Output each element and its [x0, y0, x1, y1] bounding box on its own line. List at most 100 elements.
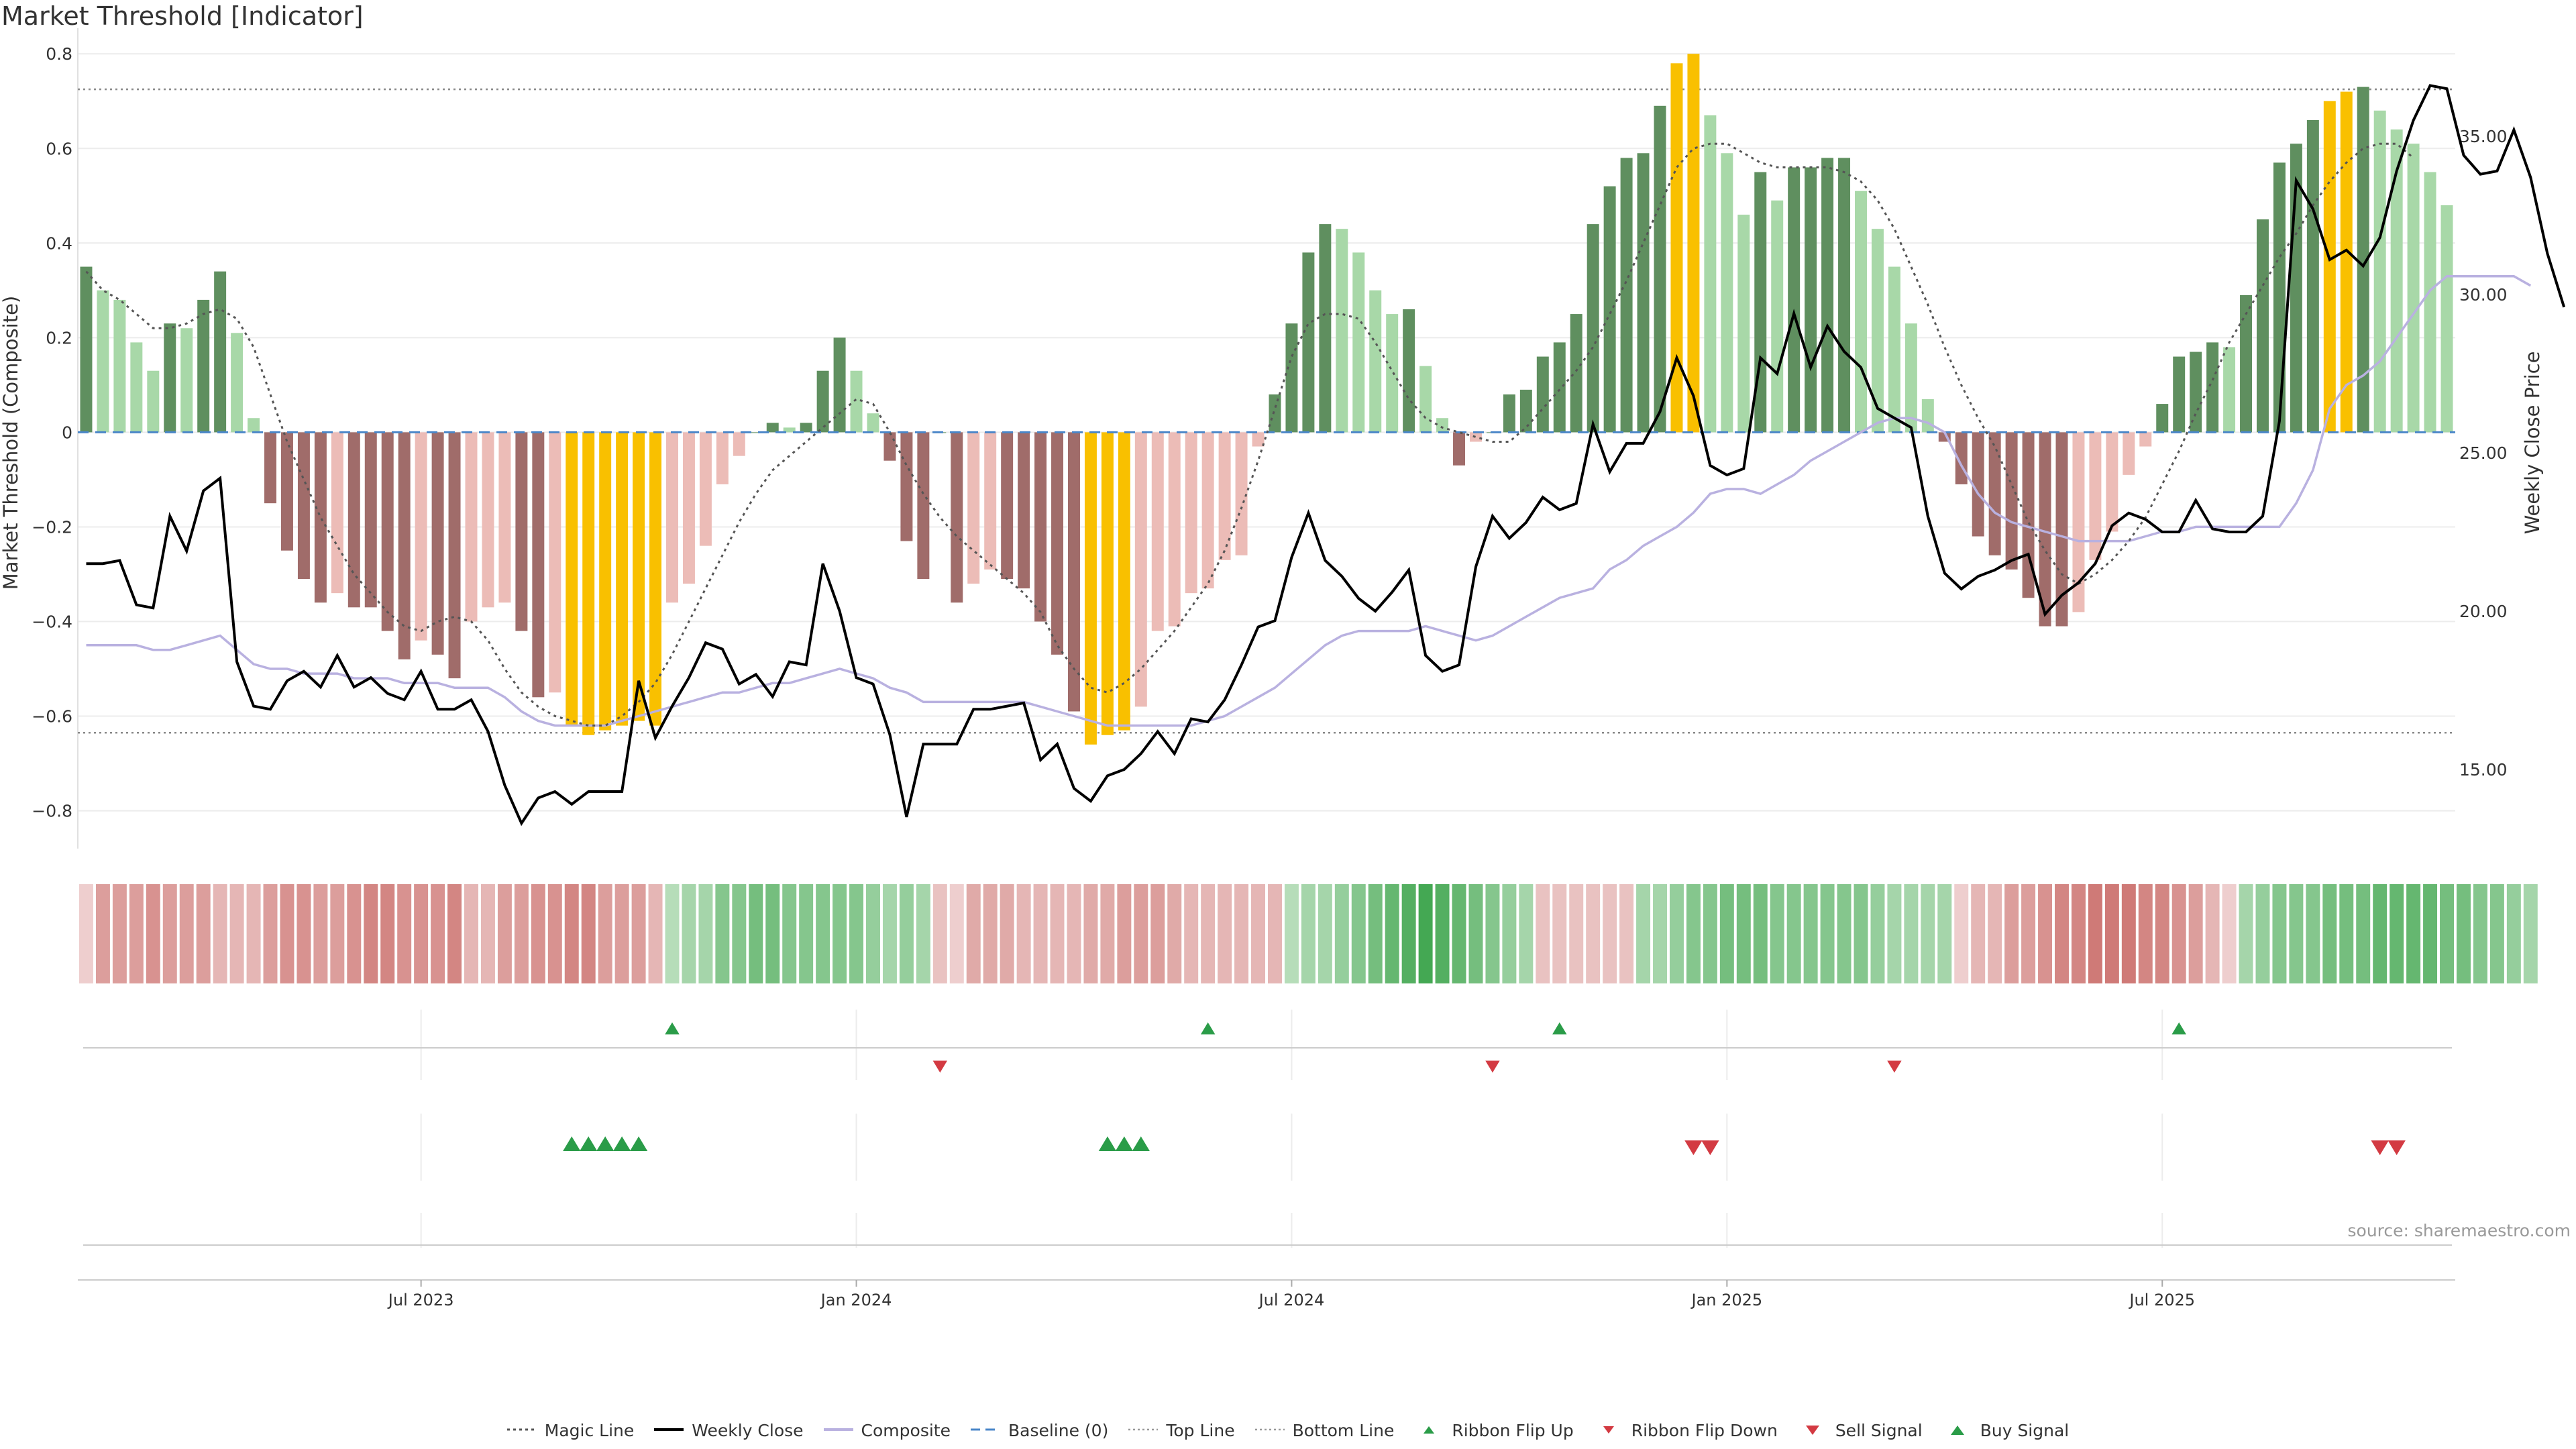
ribbon-cell: [1184, 884, 1199, 983]
composite-bar: [850, 370, 863, 433]
composite-bar: [2055, 432, 2068, 627]
composite-bar: [633, 432, 645, 721]
y-tick-label: 0: [62, 423, 72, 442]
ribbon-cell: [833, 884, 847, 983]
composite-bar: [1988, 432, 2001, 555]
buy-signal-marker: [1098, 1136, 1117, 1151]
ribbon-cell: [347, 884, 362, 983]
y2-tick-label: 15.00: [2459, 760, 2508, 780]
composite-bar: [1285, 323, 1298, 433]
ribbon-cell: [2055, 884, 2069, 983]
ribbon-cell: [280, 884, 294, 983]
buy-signal-marker: [580, 1136, 598, 1151]
solid-line-icon: [654, 1421, 684, 1440]
composite-bar: [582, 432, 595, 735]
composite-bar: [164, 323, 176, 433]
legend-label: Magic Line: [544, 1421, 635, 1440]
composite-bar: [1519, 389, 1532, 433]
composite-bar: [2206, 342, 2219, 433]
triangle-up-icon: [1943, 1421, 1972, 1440]
composite-bar: [1101, 432, 1114, 735]
source-note: source: sharemaestro.com: [2347, 1221, 2571, 1240]
y2-tick-label: 30.00: [2459, 285, 2508, 305]
composite-bar: [1018, 432, 1030, 589]
ribbon-cell: [765, 884, 780, 983]
ribbon-cell: [1117, 884, 1132, 983]
ribbon-cell: [1536, 884, 1550, 983]
ribbon-cell: [1653, 884, 1667, 983]
ribbon-cell: [1686, 884, 1701, 983]
ribbon-cell: [614, 884, 629, 983]
composite-bar: [1921, 399, 1934, 433]
ribbon-cell: [2071, 884, 2086, 983]
ribbon-cell: [1000, 884, 1014, 983]
weekly-close-line: [86, 84, 2566, 826]
ribbon-cell: [1485, 884, 1500, 983]
buy-signal-marker: [612, 1136, 631, 1151]
composite-bar: [498, 432, 511, 603]
composite-bar: [398, 432, 411, 659]
ribbon-cell: [313, 884, 328, 983]
ribbon-cell: [179, 884, 194, 983]
ribbon-cell: [581, 884, 596, 983]
composite-bar: [599, 432, 612, 731]
sell-signal-marker: [1684, 1140, 1703, 1155]
composite-bar: [833, 337, 846, 433]
composite-bar: [816, 370, 829, 433]
ribbon-cell: [1770, 884, 1784, 983]
legend-label: Weekly Close: [692, 1421, 804, 1440]
composite-bar: [1336, 229, 1348, 433]
sell-signal-marker: [1701, 1140, 1719, 1155]
composite-bar: [80, 266, 93, 433]
ribbon-cell: [932, 884, 947, 983]
y2-tick-label: 20.00: [2459, 602, 2508, 621]
ribbon-cell: [983, 884, 998, 983]
ribbon-cell: [364, 884, 378, 983]
ribbon-cell: [2322, 884, 2337, 983]
composite-bar: [1704, 115, 1717, 433]
composite-bar: [1185, 432, 1197, 594]
dotted-line-icon: [1254, 1421, 1285, 1440]
composite-bar: [2424, 172, 2436, 433]
ribbon-cell: [1418, 884, 1433, 983]
ribbon-cell: [2390, 884, 2404, 983]
composite-bar: [1603, 186, 1616, 433]
legend-item-flipdown: Ribbon Flip Down: [1594, 1421, 1778, 1440]
ribbon-cell: [213, 884, 227, 983]
ribbon-cell: [1854, 884, 1868, 983]
ribbon-cell: [1067, 884, 1081, 983]
ribbon-cell: [916, 884, 930, 983]
ribbon-cell: [146, 884, 160, 983]
ribbon-cell: [648, 884, 663, 983]
ribbon-cell: [1519, 884, 1534, 983]
composite-bar: [1587, 224, 1599, 433]
ribbon-cell: [2121, 884, 2136, 983]
ribbon-cell: [397, 884, 412, 983]
ribbon-cell: [2506, 884, 2521, 983]
ribbon-cell: [2004, 884, 2019, 983]
ribbon-flip-down-marker: [932, 1061, 948, 1073]
x-tick-label: Jul 2025: [2128, 1291, 2195, 1309]
composite-bar: [248, 418, 260, 433]
composite-bar: [197, 299, 210, 433]
composite-bar: [1001, 432, 1014, 580]
ribbon-cell: [1904, 884, 1919, 983]
buy-signal-marker: [1132, 1136, 1150, 1151]
ribbon-cell: [447, 884, 462, 983]
ribbon-cell: [2272, 884, 2287, 983]
dotted-line-icon: [1128, 1421, 1159, 1440]
composite-bar: [1436, 418, 1449, 433]
ribbon-cell: [2155, 884, 2169, 983]
composite-line: [86, 274, 2532, 727]
triangle-down-icon: [1594, 1421, 1623, 1440]
composite-bar: [666, 432, 678, 603]
composite-bar: [2123, 432, 2135, 475]
composite-bar: [984, 432, 997, 570]
ribbon-cell: [1971, 884, 1986, 983]
composite-bar: [415, 432, 427, 641]
ribbon-cell: [95, 884, 110, 983]
composite-bar: [766, 423, 779, 433]
composite-bar: [1319, 224, 1332, 433]
solid-line-icon: [823, 1421, 853, 1440]
legend-item-sell: Sell Signal: [1798, 1421, 1923, 1440]
